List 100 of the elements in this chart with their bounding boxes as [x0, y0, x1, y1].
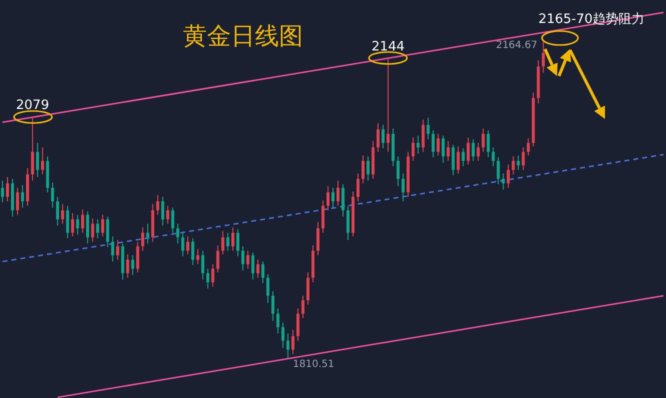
candlestick [306, 272, 310, 306]
candlestick [402, 172, 405, 202]
candlestick [301, 295, 304, 319]
candlestick [66, 205, 70, 239]
candlestick [321, 200, 324, 234]
candlestick [96, 218, 100, 239]
candlestick [316, 222, 320, 256]
candlestick [502, 172, 505, 190]
candlestick [141, 226, 144, 252]
candlestick [326, 186, 330, 211]
candlestick [126, 254, 130, 278]
candlestick [362, 154, 365, 184]
candlestick [186, 236, 190, 255]
candlestick [191, 238, 194, 266]
candlestick [416, 135, 420, 154]
annotation: 2079 [16, 98, 50, 113]
candlestick [456, 146, 460, 174]
candlestick [516, 154, 520, 170]
candlestick [256, 259, 260, 278]
candlestick [542, 39, 545, 74]
candlestick [216, 244, 220, 273]
candlestick [486, 130, 490, 158]
candlestick [496, 156, 500, 185]
candlestick [41, 146, 44, 175]
candlestick [226, 232, 230, 252]
candlestick [526, 138, 530, 156]
candlestick [332, 187, 335, 208]
candlestick [16, 187, 20, 216]
candlestick [366, 156, 370, 182]
candlestick [146, 223, 150, 244]
candlestick [176, 223, 180, 244]
candlestick [136, 241, 140, 273]
candlestick [286, 332, 290, 359]
candlestick [251, 252, 254, 280]
candlestick [36, 142, 40, 178]
candlestick [346, 205, 350, 240]
candlestick [342, 184, 345, 218]
candlestick [356, 172, 360, 202]
candlestick [156, 194, 160, 216]
candlestick [166, 205, 170, 224]
candlestick [462, 148, 465, 167]
candlestick [396, 156, 400, 187]
candlestick [422, 119, 425, 152]
candlestick [231, 226, 234, 252]
candlestick [436, 133, 440, 156]
candlestick [71, 212, 74, 237]
annotation: 2164.67 [496, 40, 538, 51]
candlestick [271, 290, 274, 322]
candlestick [101, 214, 104, 237]
candlestick [291, 329, 294, 355]
candlestick [1, 180, 4, 203]
candlestick [221, 230, 224, 255]
candlestick [116, 239, 120, 260]
candlestick [512, 156, 515, 175]
candlestick [236, 228, 240, 257]
candlestick [522, 146, 525, 170]
candlestick [81, 208, 84, 234]
candlestick [31, 116, 34, 182]
candlestick [492, 146, 495, 167]
candlestick [446, 140, 450, 162]
candlestick [86, 210, 90, 244]
candlestick [276, 308, 280, 334]
candlestick [106, 216, 110, 248]
candlestick [246, 250, 250, 270]
candlestick [432, 130, 435, 158]
candlestick [171, 207, 174, 234]
candlestick [476, 142, 480, 162]
candlestick [21, 184, 24, 208]
candlestick [196, 248, 200, 265]
annotation: 1810.51 [292, 359, 334, 370]
chart-title: 黄金日线图 [183, 21, 303, 52]
candlestick [452, 144, 455, 176]
candlestick [56, 196, 60, 226]
candlestick [51, 182, 54, 208]
candlestick [266, 274, 270, 304]
candlestick [241, 246, 244, 272]
candlestick [161, 196, 164, 226]
annotation: 2144 [372, 39, 405, 54]
candlestick [281, 322, 284, 348]
candlestick [91, 218, 94, 242]
candlestick [386, 58, 390, 152]
candlestick [201, 250, 204, 280]
candlestick [442, 135, 445, 164]
candlestick [466, 137, 470, 165]
candlestick [131, 254, 134, 276]
candlestick [376, 122, 380, 152]
candlestick [61, 204, 64, 224]
candlestick [261, 261, 264, 284]
candlestick [426, 117, 430, 140]
candlestick [412, 137, 415, 162]
candlestick [111, 236, 114, 262]
candlestick [506, 164, 510, 188]
candlestick [211, 264, 214, 288]
candlestick [76, 214, 80, 236]
candlestick [382, 124, 385, 149]
candlestick [336, 180, 340, 206]
candlestick [296, 308, 300, 342]
candlestick [206, 268, 210, 290]
candlestick [482, 128, 485, 152]
candlestick [472, 138, 475, 162]
